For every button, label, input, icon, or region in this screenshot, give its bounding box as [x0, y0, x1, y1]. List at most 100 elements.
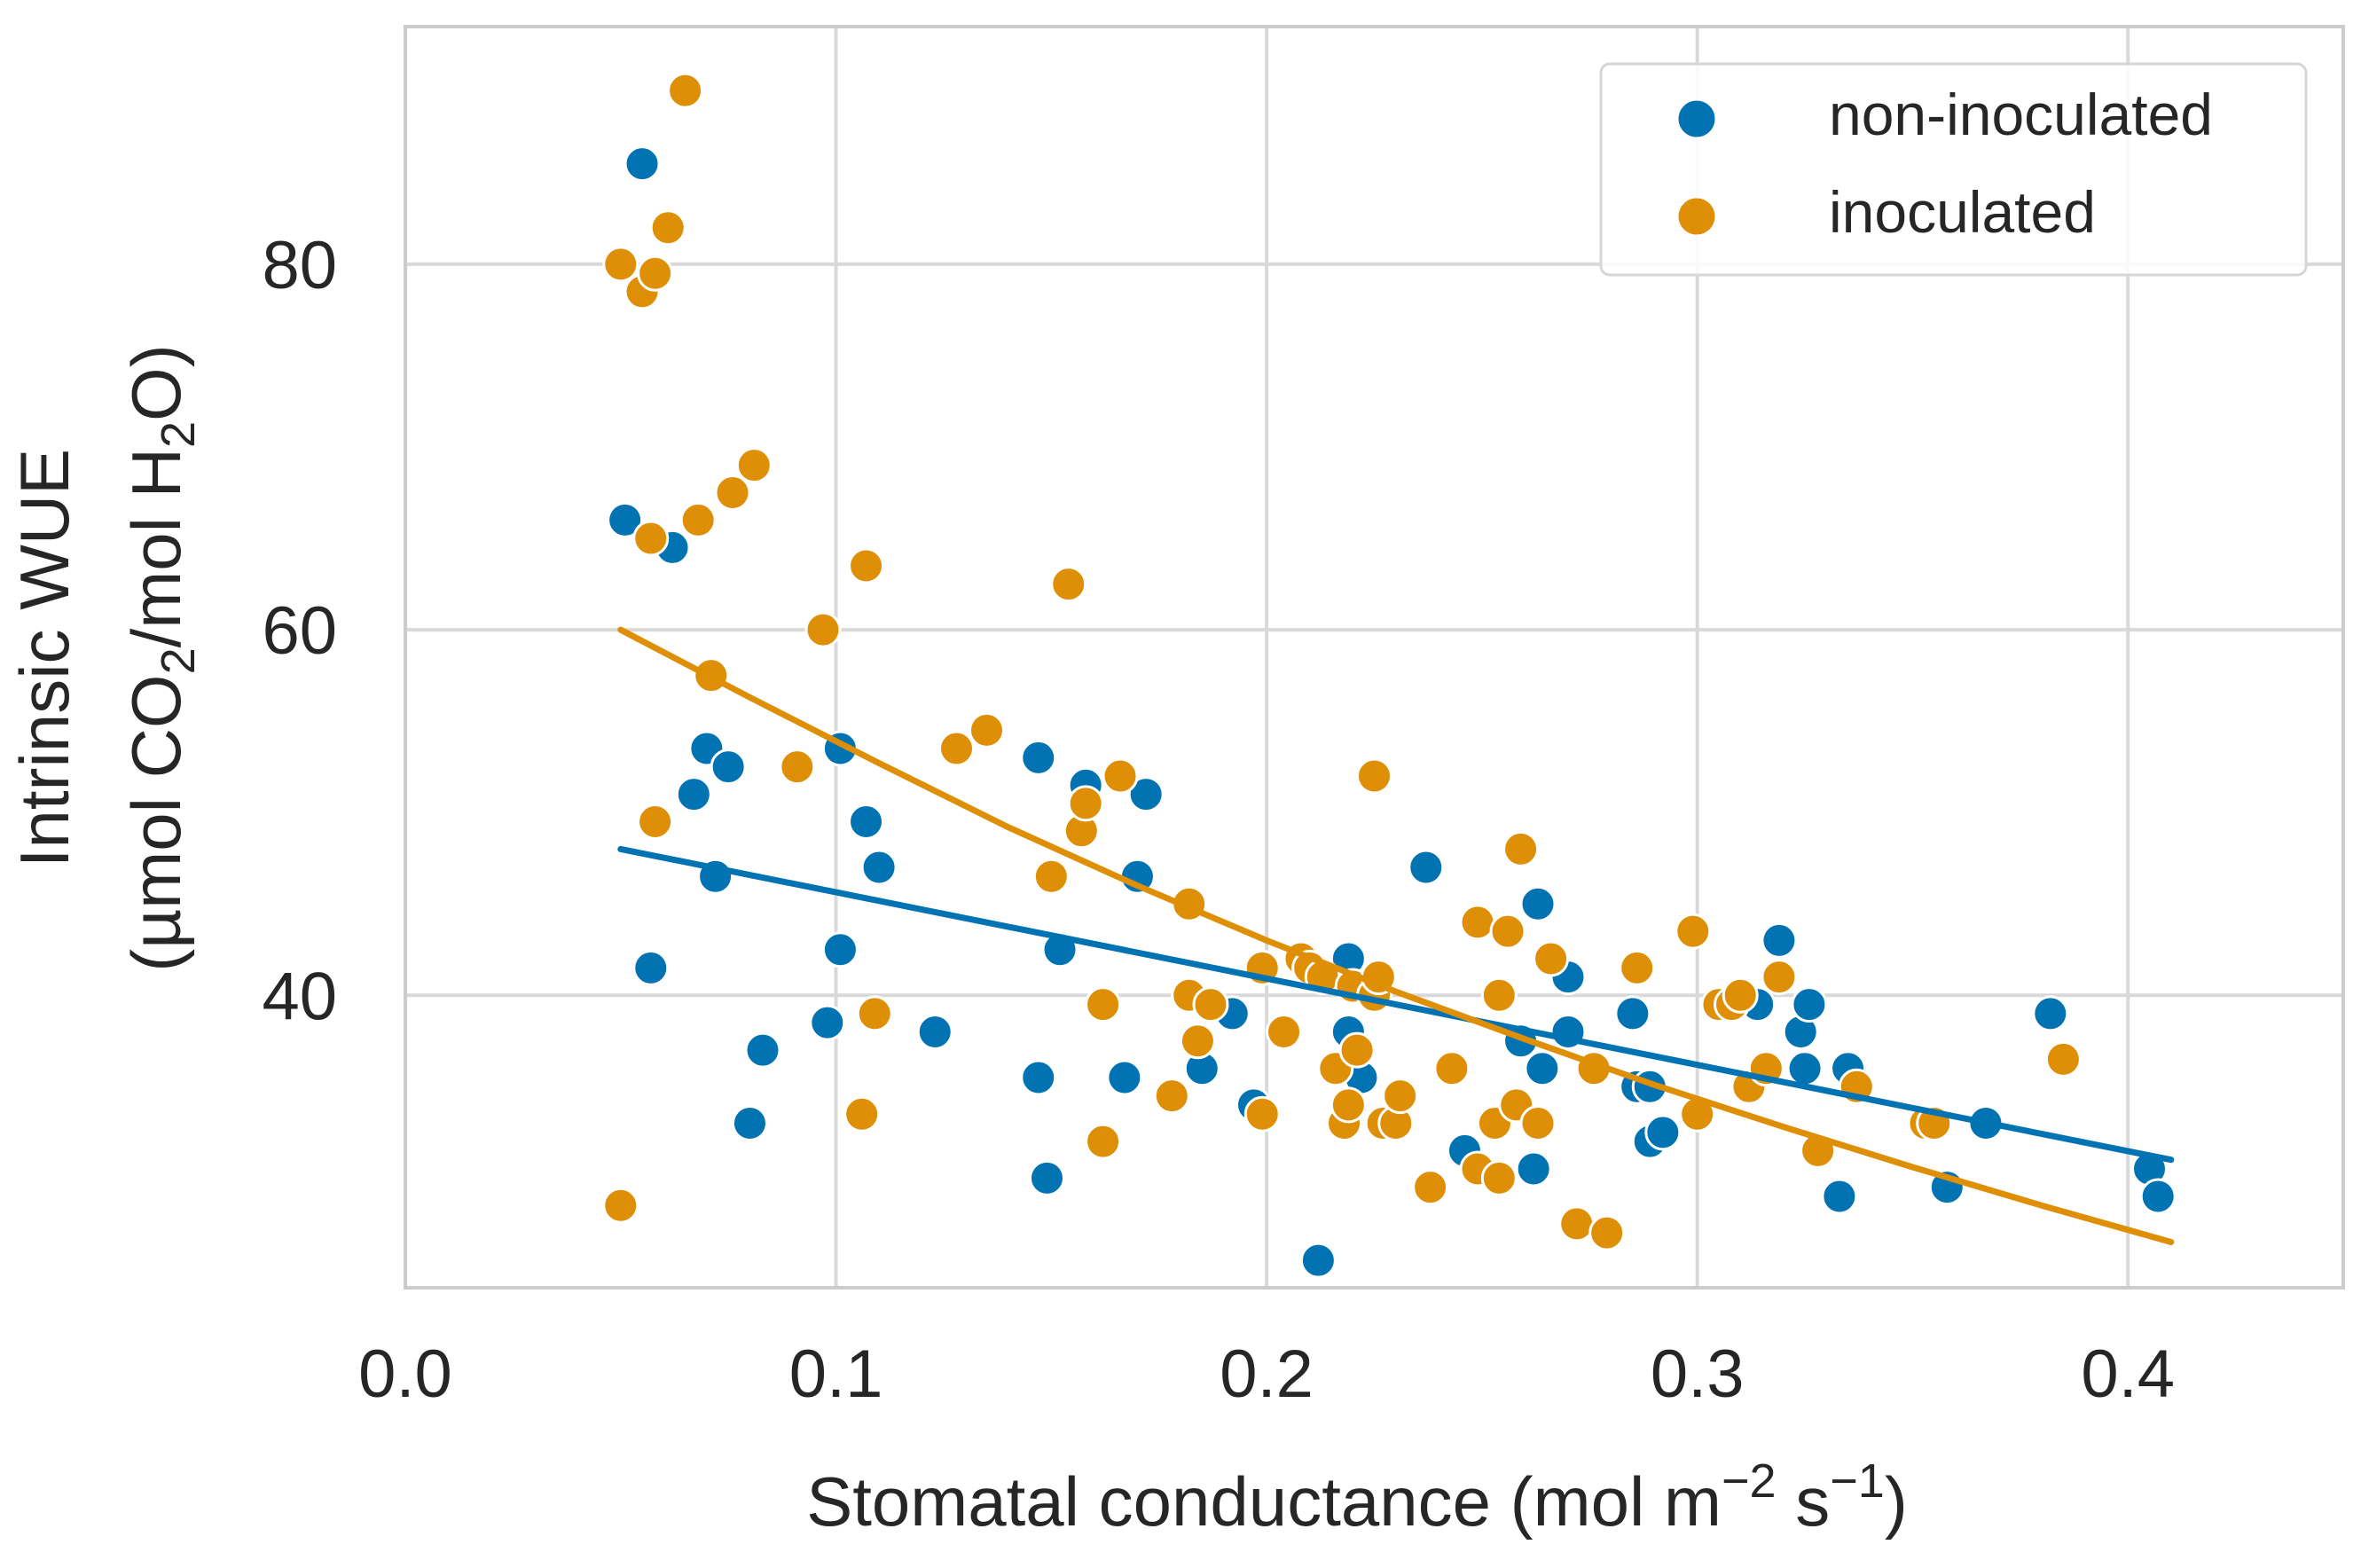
point-non-inoculated-1	[624, 145, 661, 183]
point-inoculated-58	[1519, 1105, 1557, 1142]
point-inoculated-41	[1338, 1031, 1376, 1069]
point-non-inoculated-2	[632, 949, 670, 986]
trend-lines	[617, 626, 2175, 1245]
point-non-inoculated-49	[1821, 1178, 1858, 1215]
point-inoculated-68	[1722, 976, 1759, 1014]
legend: non-inoculated inoculated	[1599, 62, 2308, 277]
point-non-inoculated-36	[1524, 1050, 1561, 1087]
x-tick-label-4: 0.4	[2081, 1337, 2175, 1412]
point-non-inoculated-34	[1515, 1150, 1552, 1188]
y-axis-label-part-a: (µmol CO	[117, 674, 195, 971]
x-axis-label-exp1: −2	[1722, 1454, 1777, 1508]
x-tick-label-1: 0.1	[789, 1337, 883, 1412]
point-inoculated-23	[1085, 986, 1122, 1023]
point-inoculated-22	[1067, 785, 1104, 822]
legend-label-inoculated: inoculated	[1829, 179, 2096, 245]
point-non-inoculated-27	[1299, 1242, 1337, 1279]
y-tick-label-2: 80	[262, 228, 337, 303]
point-non-inoculated-23	[1127, 776, 1165, 813]
point-non-inoculated-18	[1028, 1159, 1065, 1196]
x-axis-label-mid: s	[1777, 1462, 1831, 1541]
y-axis-label-part-c: O)	[117, 344, 195, 421]
y-axis-label: Intrinsic WUE	[5, 449, 83, 867]
point-inoculated-50	[1459, 904, 1496, 941]
point-non-inoculated-4	[675, 776, 712, 813]
point-inoculated-30	[1192, 986, 1229, 1023]
y-tick-label-0: 40	[262, 959, 337, 1034]
point-non-inoculated-12	[821, 931, 859, 968]
trend-line-inoculated	[617, 626, 2175, 1245]
point-inoculated-25	[1102, 757, 1139, 795]
legend-label-non-inoculated: non-inoculated	[1829, 82, 2213, 147]
point-inoculated-16	[856, 995, 893, 1032]
point-inoculated-13	[804, 611, 842, 648]
point-inoculated-24	[1085, 1123, 1122, 1160]
x-tick-label-0: 0.0	[358, 1337, 452, 1412]
point-inoculated-54	[1480, 976, 1518, 1014]
point-inoculated-76	[2044, 1040, 2082, 1078]
x-axis-label: Stomatal conductance (mol m−2 s−1)	[806, 1454, 1908, 1541]
y-axis-label-line1: Intrinsic WUE	[5, 449, 83, 867]
point-non-inoculated-7	[710, 749, 747, 786]
y-tick-label-1: 60	[262, 593, 337, 669]
point-inoculated-39	[1330, 1086, 1367, 1124]
point-inoculated-57	[1502, 830, 1540, 867]
legend-box	[1599, 62, 2308, 277]
point-inoculated-63	[1619, 949, 1656, 986]
point-inoculated-20	[1050, 566, 1087, 603]
y-axis-label-line2-group: (µmol CO2/mol H2O)	[117, 344, 205, 971]
x-tick-label-2: 0.2	[1220, 1337, 1314, 1412]
point-non-inoculated-55	[2139, 1178, 2177, 1215]
point-inoculated-0	[602, 246, 639, 283]
point-inoculated-3	[632, 520, 670, 557]
point-non-inoculated-8	[731, 1105, 768, 1142]
point-inoculated-18	[969, 711, 1005, 749]
point-non-inoculated-43	[1644, 1114, 1682, 1151]
point-inoculated-49	[1433, 1050, 1471, 1087]
point-inoculated-48	[1412, 1169, 1449, 1206]
legend-marker-inoculated	[1675, 195, 1718, 238]
point-non-inoculated-35	[1519, 885, 1557, 922]
y-axis-label-part-b: /mol H	[117, 448, 195, 647]
trend-line-non-inoculated	[617, 845, 2175, 1164]
point-non-inoculated-9	[744, 1031, 781, 1069]
point-inoculated-19	[1032, 858, 1070, 895]
point-non-inoculated-48	[1791, 986, 1828, 1023]
point-inoculated-12	[779, 749, 816, 786]
point-inoculated-26	[1153, 1078, 1190, 1115]
point-inoculated-62	[1588, 1214, 1626, 1251]
point-non-inoculated-15	[916, 1013, 953, 1050]
point-inoculated-14	[843, 1095, 881, 1133]
point-inoculated-33	[1266, 1013, 1303, 1050]
point-inoculated-55	[1489, 913, 1526, 950]
point-non-inoculated-14	[860, 849, 898, 886]
point-non-inoculated-21	[1106, 1059, 1143, 1096]
point-inoculated-64	[1675, 913, 1712, 950]
x-axis-label-end: )	[1885, 1462, 1908, 1541]
x-axis-label-exp2: −1	[1830, 1454, 1885, 1508]
point-inoculated-7	[667, 72, 704, 109]
point-non-inoculated-13	[848, 803, 885, 840]
point-inoculated-59	[1533, 940, 1570, 977]
x-tick-label-3: 0.3	[1651, 1337, 1745, 1412]
point-inoculated-4	[637, 803, 674, 840]
y-axis-label-sub1: 2	[152, 647, 205, 674]
point-inoculated-17	[938, 730, 976, 767]
point-non-inoculated-0	[607, 501, 644, 538]
point-inoculated-31	[1243, 1095, 1281, 1133]
point-inoculated-71	[1761, 959, 1798, 996]
legend-marker-non-inoculated	[1675, 98, 1718, 140]
x-tick-labels: 0.0 0.1 0.2 0.3 0.4	[358, 1337, 2175, 1412]
y-axis-label-sub2: 2	[152, 421, 205, 448]
y-axis-label-line2: (µmol CO2/mol H2O)	[117, 344, 205, 971]
point-inoculated-60	[1558, 1205, 1596, 1243]
point-non-inoculated-45	[1761, 921, 1798, 959]
point-non-inoculated-53	[2032, 995, 2069, 1032]
point-inoculated-53	[1480, 1159, 1518, 1196]
x-axis-label-main: Stomatal conductance (mol m	[806, 1462, 1722, 1541]
point-inoculated-15	[848, 547, 885, 584]
point-inoculated-6	[649, 209, 686, 247]
point-inoculated-1	[602, 1187, 639, 1224]
point-non-inoculated-31	[1408, 849, 1445, 886]
point-non-inoculated-10	[809, 1004, 846, 1041]
